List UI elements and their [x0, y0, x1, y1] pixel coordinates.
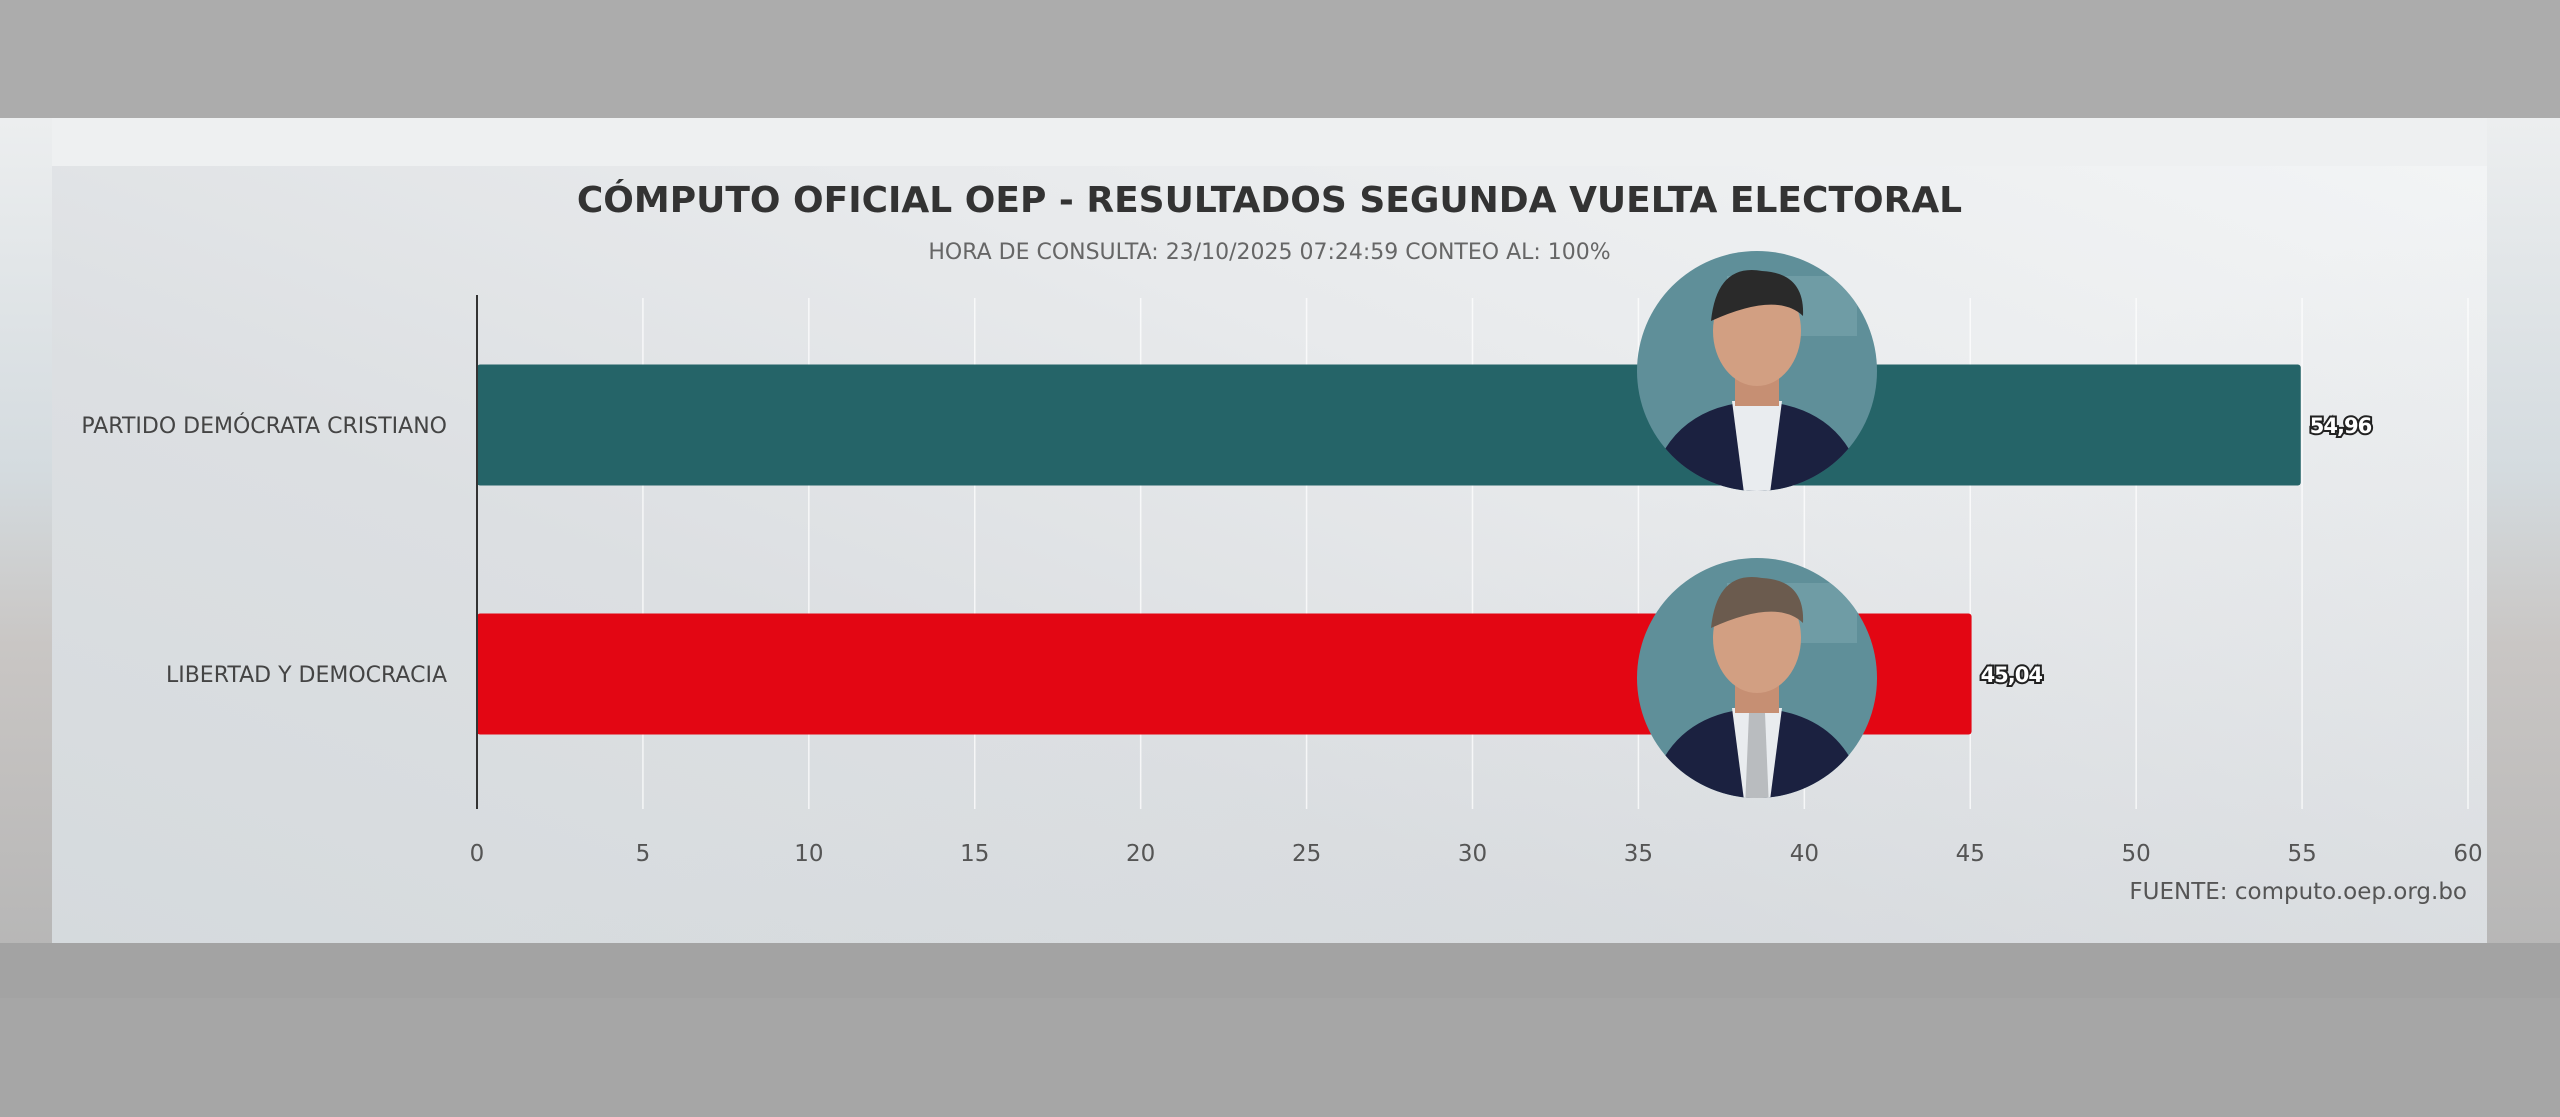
data-label: 45,04 — [1981, 663, 2043, 687]
background-band-top — [0, 0, 2560, 118]
x-tick-label: 20 — [1126, 841, 1155, 867]
bar — [477, 613, 1972, 735]
background-band — [0, 118, 52, 998]
x-tick-label: 45 — [1956, 841, 1985, 867]
bar — [477, 364, 2301, 486]
background-band — [0, 943, 2560, 998]
photo-hair — [1711, 577, 1804, 628]
photo-shirt — [1732, 401, 1782, 491]
x-tick-label: 55 — [2287, 841, 2316, 867]
category-label: PARTIDO DEMÓCRATA CRISTIANO — [81, 413, 447, 439]
x-tick-label: 50 — [2122, 841, 2151, 867]
x-tick-label: 35 — [1624, 841, 1653, 867]
candidate-photo — [1637, 558, 1877, 798]
data-label: 54,96 — [2310, 414, 2372, 438]
x-tick-label: 5 — [636, 841, 651, 867]
bar-chart: PARTIDO DEMÓCRATA CRISTIANO 54,96 LIBERTAD… — [81, 251, 2483, 867]
chart-subtitle: HORA DE CONSULTA: 23/10/2025 07:24:59 CO… — [928, 240, 1611, 265]
x-tick-label: 0 — [470, 841, 485, 867]
source-note: FUENTE: computo.oep.org.bo — [2129, 879, 2467, 905]
x-tick-label: 15 — [960, 841, 989, 867]
chart-panel: CÓMPUTO OFICIAL OEP - RESULTADOS SEGUNDA… — [52, 166, 2487, 943]
background-band — [0, 118, 2560, 166]
category-label: LIBERTAD Y DEMOCRACIA — [166, 663, 447, 688]
background-band — [2487, 118, 2560, 998]
x-tick-label: 40 — [1790, 841, 1819, 867]
x-tick-label: 25 — [1292, 841, 1321, 867]
chart-title: CÓMPUTO OFICIAL OEP - RESULTADOS SEGUNDA… — [576, 180, 1963, 221]
photo-hair — [1711, 270, 1804, 321]
x-tick-label: 10 — [794, 841, 823, 867]
candidate-photo — [1637, 251, 1877, 491]
photo-tie — [1745, 713, 1769, 798]
x-tick-label: 30 — [1458, 841, 1487, 867]
x-tick-label: 60 — [2453, 841, 2482, 867]
background-band-bottom — [0, 998, 2560, 1117]
